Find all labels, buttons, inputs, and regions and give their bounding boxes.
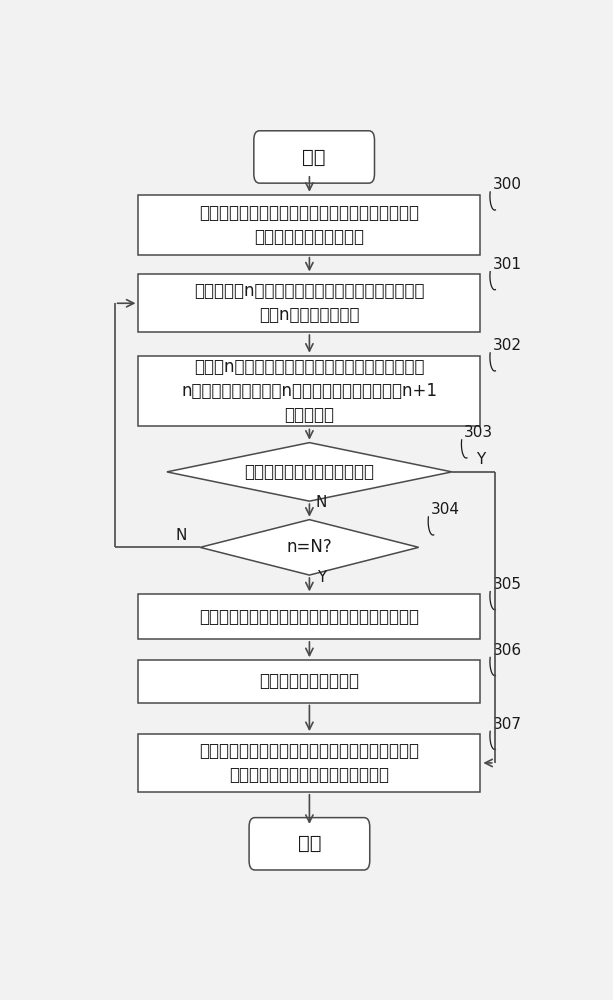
Polygon shape [200, 520, 419, 575]
Text: 304: 304 [430, 502, 460, 517]
Bar [139, 195, 481, 255]
Text: 根据多个进口换算流量下压气机的整机工作点获取
设计状态下压气机的第二整机特性线: 根据多个进口换算流量下压气机的整机工作点获取 设计状态下压气机的第二整机特性线 [199, 742, 419, 784]
Text: 306: 306 [492, 643, 522, 658]
Bar [139, 594, 481, 639]
Text: 根据压气机的各级工作点获取压气机的整机工作点: 根据压气机的各级工作点获取压气机的整机工作点 [199, 608, 419, 626]
Polygon shape [167, 443, 452, 501]
Text: N: N [316, 495, 327, 510]
Text: 使用预定级的特性线族更新对应的第一特性线族，
获得各级的第二特性线族: 使用预定级的特性线族更新对应的第一特性线族， 获得各级的第二特性线族 [199, 204, 419, 246]
Text: 结束: 结束 [298, 834, 321, 853]
Text: Y: Y [317, 570, 326, 585]
Text: 302: 302 [492, 338, 521, 353]
Text: n=N?: n=N? [286, 538, 332, 556]
Text: 根据第n级的第二特性线，计算进口换算流量下的第
n级工作点，并参考第n级工作点计算压气机的第n+1
级工作参数: 根据第n级的第二特性线，计算进口换算流量下的第 n级工作点，并参考第n级工作点计… [181, 358, 438, 424]
Text: 301: 301 [492, 257, 521, 272]
Text: 改变预设进口换算流量: 改变预设进口换算流量 [259, 672, 359, 690]
Text: 307: 307 [492, 717, 521, 732]
Text: 对压气机第n级的第二特性线族进行插值，得到压气
机第n级的第二特性线: 对压气机第n级的第二特性线族进行插值，得到压气 机第n级的第二特性线 [194, 282, 425, 324]
FancyBboxPatch shape [254, 131, 375, 183]
Text: 305: 305 [492, 577, 521, 592]
Text: 303: 303 [464, 425, 493, 440]
Text: 开始: 开始 [302, 147, 326, 166]
Text: Y: Y [476, 452, 485, 467]
Bar [139, 274, 481, 332]
Text: N: N [175, 528, 187, 543]
FancyBboxPatch shape [249, 818, 370, 870]
Text: 300: 300 [492, 177, 521, 192]
Bar [139, 734, 481, 792]
Text: 进口换算流量小于最小流量？: 进口换算流量小于最小流量？ [245, 463, 375, 481]
Bar [139, 356, 481, 426]
Bar [139, 660, 481, 703]
